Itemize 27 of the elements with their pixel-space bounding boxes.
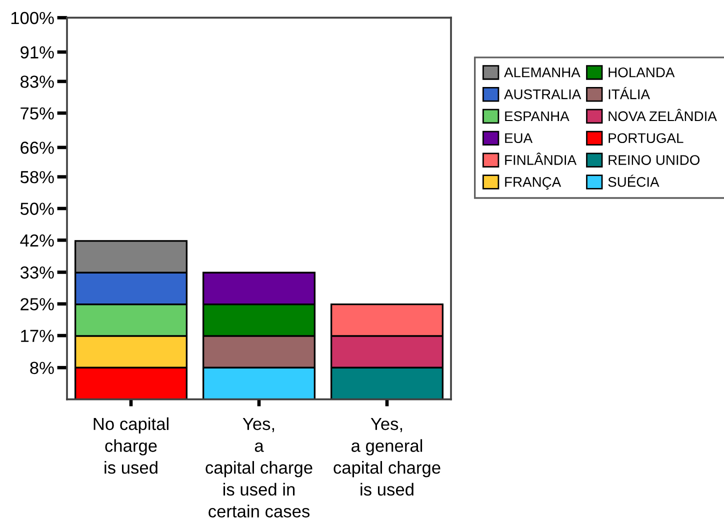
- legend-label: FRANÇA: [505, 177, 562, 190]
- y-tick-label: 83%: [20, 76, 54, 88]
- y-tick-label: 50%: [20, 202, 54, 215]
- legend-label: REINO UNIDO: [608, 155, 700, 165]
- legend-label: EUA: [505, 133, 533, 144]
- y-tick-label: 42%: [20, 234, 54, 247]
- legend-label: HOLANDA: [608, 67, 675, 78]
- legend-label: SUÉCIA: [608, 174, 660, 187]
- y-tick-label: 66%: [20, 142, 54, 154]
- y-tick-label: 91%: [20, 46, 54, 59]
- legend-label: ITÁLIA: [608, 87, 650, 100]
- legend-label: PORTUGAL: [608, 133, 684, 144]
- legend-label: ALEMANHA: [504, 68, 580, 78]
- legend-label: ESPANHA: [505, 111, 570, 122]
- y-tick-label: 75%: [20, 107, 54, 120]
- legend-label: FINLÂNDIA: [505, 152, 577, 165]
- x-tick-label: Yes, a general capital charge is used: [334, 418, 440, 496]
- y-tick-label: 8%: [30, 362, 54, 374]
- y-tick-label: 58%: [20, 170, 54, 184]
- y-tick-label: 25%: [20, 298, 54, 310]
- x-tick-label: No capital charge is used: [94, 417, 168, 474]
- y-tick-label: 100%: [11, 12, 54, 24]
- legend-label: AUSTRALIA: [504, 89, 582, 100]
- x-tick-label: Yes, a capital charge is used in certain cases: [206, 418, 312, 518]
- y-tick-label: 17%: [21, 330, 54, 342]
- legend-label: NOVA ZELÂNDIA: [608, 108, 717, 122]
- y-tick-label: 33%: [20, 266, 54, 279]
